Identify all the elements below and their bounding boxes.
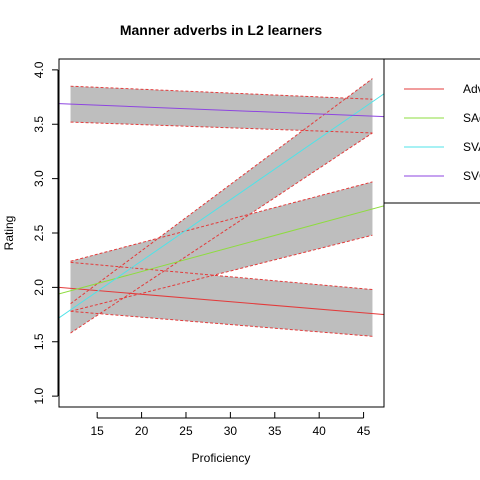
chart-title: Manner adverbs in L2 learners [120, 22, 323, 38]
x-axis-label: Proficiency [192, 451, 251, 465]
series-line-adv [59, 286, 384, 316]
series-line-svo [59, 103, 384, 118]
x-tick-label: 30 [224, 424, 238, 438]
x-tick-label: 35 [268, 424, 282, 438]
ci-border-adv-upper [70, 261, 373, 291]
y-tick-label: 1.0 [32, 387, 46, 404]
ci-border-adv-lower [70, 310, 373, 337]
y-tick-label: 3.0 [32, 170, 46, 187]
x-tick-label: 20 [135, 424, 149, 438]
y-tick-label: 4.0 [32, 61, 46, 78]
x-tick-label: 40 [312, 424, 326, 438]
series-line-svadv [59, 93, 384, 319]
x-tick-label: 15 [91, 424, 105, 438]
x-axis: 15 20 25 30 35 40 45 [91, 412, 371, 438]
legend-label-sadv: SAdv [463, 111, 480, 125]
ci-border-svo-upper [70, 85, 373, 100]
plot-frame [58, 58, 385, 408]
ci-border-sadv-lower [70, 234, 373, 312]
x-tick-label: 25 [179, 424, 193, 438]
ci-border-svadv-upper [70, 78, 373, 305]
series-line-sadv [59, 205, 384, 295]
x-tick-label: 45 [357, 424, 371, 438]
y-axis-label: Rating [2, 216, 16, 251]
legend-label-svadv: SVAdv [463, 140, 480, 154]
ci-border-svadv-lower [70, 132, 373, 334]
ci-border-sadv-upper [70, 181, 373, 262]
y-tick-label: 2.5 [32, 224, 46, 241]
legend-label-adv: Adv [463, 82, 480, 96]
ci-band-svo [70, 86, 373, 133]
y-tick-label: 3.5 [32, 116, 46, 133]
plot-area [59, 78, 384, 337]
y-tick-label: 2.0 [32, 279, 46, 296]
ci-border-svo-lower [70, 121, 373, 134]
y-tick-label: 1.5 [32, 333, 46, 350]
y-axis: 1.0 1.5 2.0 2.5 3.0 3.5 4.0 [32, 61, 59, 404]
legend-box [383, 58, 480, 204]
legend-label-svo: SVO [463, 169, 480, 183]
legend: Adv SAdv SVAdv SVO [383, 58, 480, 204]
